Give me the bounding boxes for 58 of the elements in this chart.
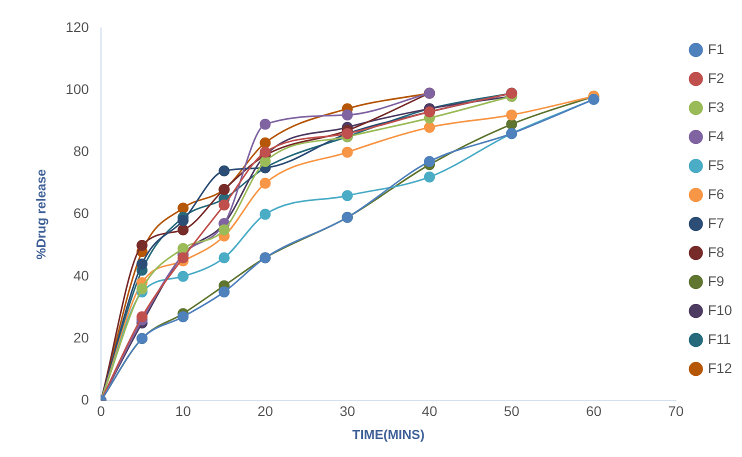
legend-label: F2 xyxy=(708,70,724,86)
legend-label: F10 xyxy=(708,302,732,318)
x-tick-label: 50 xyxy=(504,402,520,419)
point xyxy=(424,122,435,133)
point xyxy=(424,156,435,168)
point xyxy=(424,172,435,183)
x-tick-label: 40 xyxy=(422,402,438,419)
y-tick-label: 0 xyxy=(81,391,90,408)
legend-label: F4 xyxy=(708,128,724,144)
point xyxy=(218,286,230,298)
x-tick-label: 60 xyxy=(586,402,602,419)
point xyxy=(506,109,518,120)
y-tick-label: 100 xyxy=(66,80,90,97)
point xyxy=(178,224,189,236)
legend-label: F7 xyxy=(708,214,724,231)
legend-label: F8 xyxy=(708,244,724,260)
y-tick-label: 80 xyxy=(73,143,90,160)
x-axis-title: TIME(MINS) xyxy=(352,426,425,442)
x-tick-label: 30 xyxy=(340,402,356,419)
point xyxy=(136,258,148,270)
legend-label: F6 xyxy=(708,186,724,202)
point xyxy=(260,156,271,168)
point xyxy=(342,146,353,158)
y-tick-label: 120 xyxy=(66,18,90,35)
point xyxy=(136,240,148,251)
point xyxy=(218,252,230,264)
x-tick-label: 20 xyxy=(257,402,274,419)
legend-label: F12 xyxy=(708,360,732,376)
legend-label: F1 xyxy=(708,40,724,57)
point xyxy=(260,178,271,189)
point xyxy=(136,311,148,322)
legend-label: F9 xyxy=(708,272,724,289)
point xyxy=(260,208,271,220)
point xyxy=(218,199,230,210)
legend-label: F3 xyxy=(708,98,724,115)
point xyxy=(178,311,189,322)
y-axis-title: %Drug release xyxy=(33,169,48,260)
point xyxy=(178,242,189,254)
x-tick-label: 70 xyxy=(668,402,684,419)
x-tick-label: 0 xyxy=(97,402,106,419)
x-tick-label: 10 xyxy=(175,402,192,419)
point xyxy=(260,137,271,148)
point xyxy=(218,165,230,176)
point xyxy=(260,118,271,130)
y-tick-label: 60 xyxy=(73,205,90,222)
legend-label: F11 xyxy=(708,330,732,347)
point xyxy=(342,109,353,120)
point xyxy=(342,190,353,202)
point xyxy=(178,270,189,282)
point xyxy=(218,224,230,236)
point xyxy=(260,146,271,158)
point xyxy=(178,202,189,214)
point xyxy=(136,283,148,294)
y-tick-label: 20 xyxy=(73,329,90,346)
point xyxy=(178,215,189,226)
point xyxy=(178,252,189,264)
legend-label: F5 xyxy=(708,156,724,173)
y-tick-label: 40 xyxy=(73,267,90,284)
